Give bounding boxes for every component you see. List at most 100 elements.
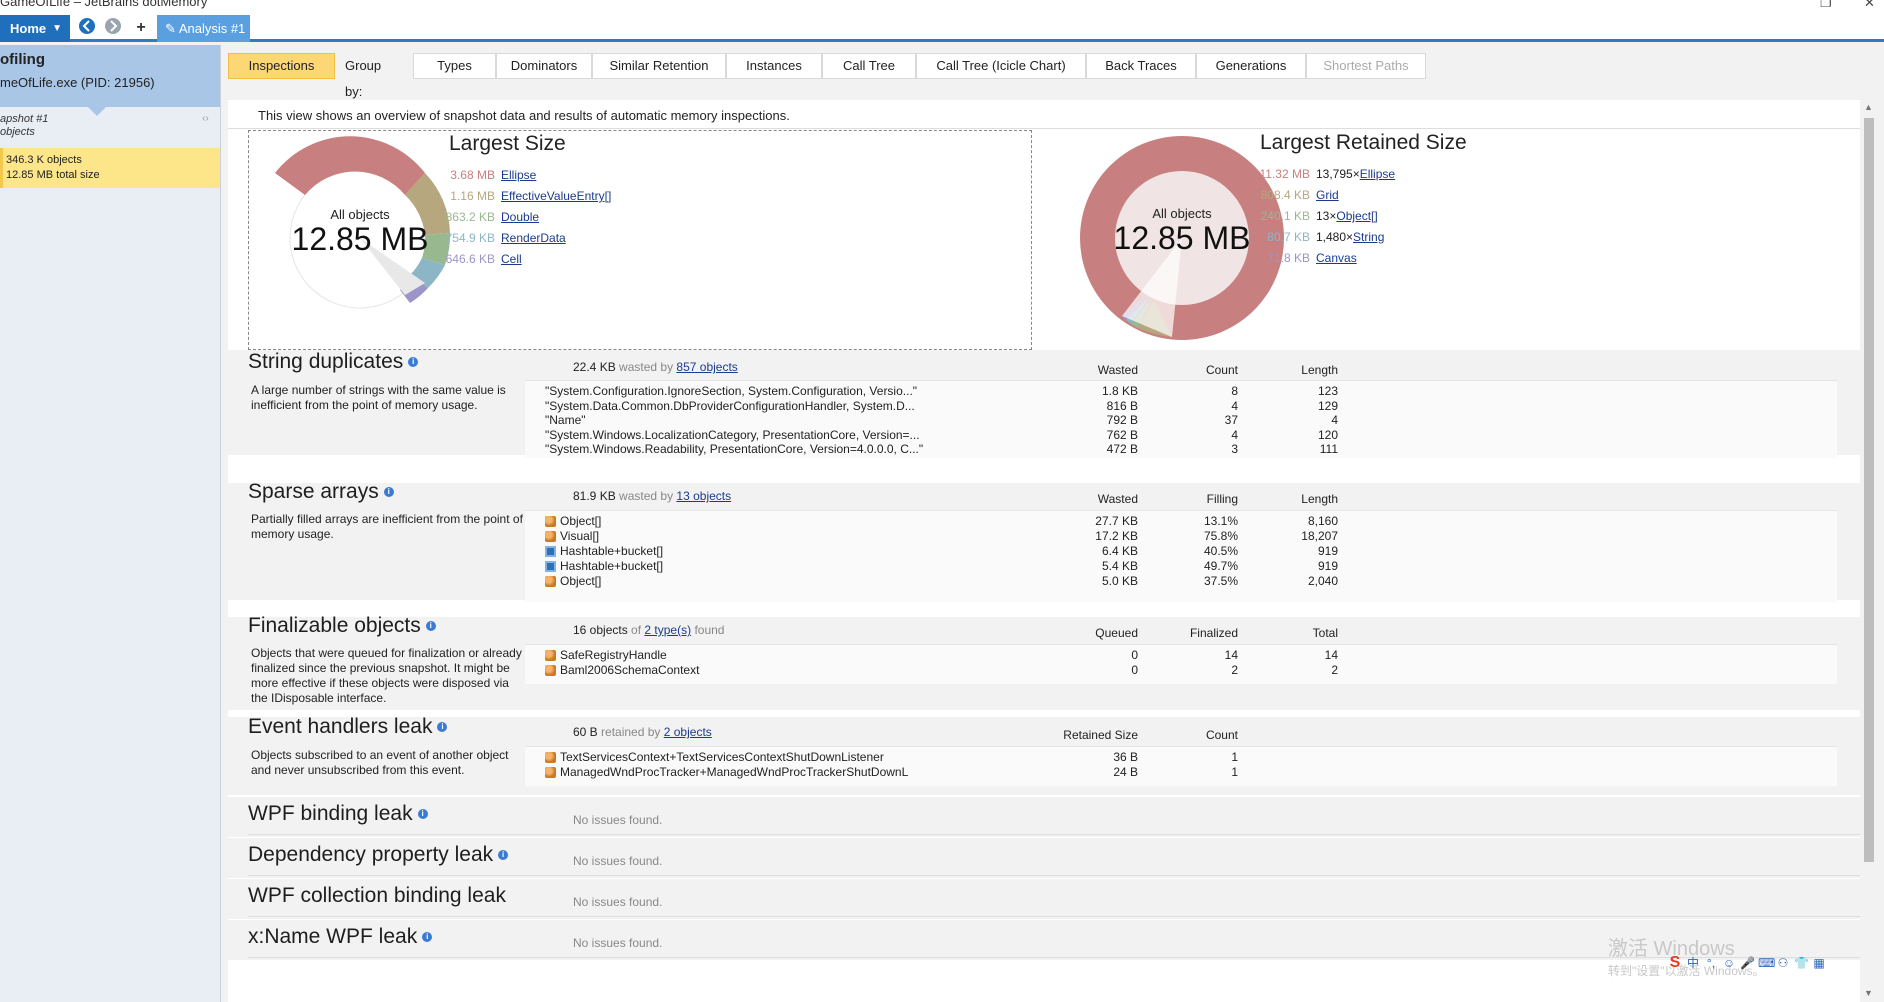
table-row[interactable]: "Name" 792 B 37 4 <box>525 412 1837 429</box>
scroll-thumb[interactable] <box>1864 118 1874 862</box>
sparse-arrays-objects-link[interactable]: 13 objects <box>676 489 732 503</box>
ime-tray: S 中 °, ☺ 🎤 ⌨ ⚇ 👕 ▦ <box>1668 954 1826 978</box>
info-icon[interactable]: i <box>425 621 436 632</box>
table-row[interactable]: "System.Configuration.IgnoreSection, Sys… <box>525 383 1837 400</box>
finalizable-description: Objects that were queued for finalizatio… <box>251 646 522 705</box>
snapshot-item[interactable]: apshot #1 objects <box>0 113 48 139</box>
string-duplicates-objects-link[interactable]: 857 objects <box>676 360 738 374</box>
punctuation-icon[interactable]: °, <box>1706 956 1716 970</box>
tab-analysis-1[interactable]: ✎ Analysis #1 <box>157 15 250 42</box>
ime-mode-icon[interactable]: 中 <box>1686 956 1699 970</box>
skin-icon[interactable]: ⚇ <box>1777 956 1789 970</box>
table-row[interactable]: TextServicesContext+TextServicesContextS… <box>525 749 1837 766</box>
event-handlers-title-text: Event handlers leak <box>248 715 433 738</box>
emoji-icon[interactable]: ☺ <box>1722 956 1736 970</box>
table-row[interactable]: Object[] 27.7 KB 13.1% 8,160 <box>525 513 1837 530</box>
row-name: Object[] <box>560 574 602 588</box>
cell-wasted: 762 B <box>1106 427 1138 442</box>
chevron-down-icon[interactable]: ▼ <box>52 23 62 34</box>
legend-type-link[interactable]: Object[] <box>1336 209 1378 223</box>
info-icon[interactable]: i <box>422 932 433 943</box>
tab-generations[interactable]: Generations <box>1196 53 1306 79</box>
legend-type-link[interactable]: Cell <box>501 252 522 266</box>
largest-retained-legend-item: 71.8 KB Canvas <box>1254 251 1357 265</box>
table-row[interactable]: ManagedWndProcTracker+ManagedWndProcTrac… <box>525 764 1837 781</box>
divider <box>228 128 1860 129</box>
shirt-icon[interactable]: 👕 <box>1794 956 1809 970</box>
keyboard-icon[interactable]: ⌨ <box>1758 956 1776 970</box>
snapshot-sub: objects <box>0 126 35 138</box>
snapshot-collapse-icon[interactable]: ‹› <box>202 113 209 124</box>
col-length: Length <box>1301 363 1338 377</box>
finalizable-types-link[interactable]: 2 type(s) <box>644 623 692 637</box>
tab-types[interactable]: Types <box>413 53 496 79</box>
wpf-binding-title: WPF binding leak i <box>248 802 428 826</box>
forward-icon[interactable] <box>102 17 124 39</box>
row-name-cell: "Name" <box>545 412 965 429</box>
largest-size-donut[interactable] <box>265 133 455 323</box>
vertical-scrollbar[interactable]: ▲ ▼ <box>1860 100 1878 1002</box>
event-handlers-objects-link[interactable]: 2 objects <box>663 725 712 739</box>
tab-call-tree[interactable]: Call Tree <box>822 53 916 79</box>
legend-type-link[interactable]: String <box>1353 230 1385 244</box>
info-icon[interactable]: i <box>437 722 448 733</box>
add-icon[interactable]: + <box>136 19 146 36</box>
summary-mid: of <box>631 623 642 637</box>
table-row[interactable]: "System.Windows.LocalizationCategory, Pr… <box>525 427 1837 444</box>
microphone-icon[interactable]: 🎤 <box>1740 956 1755 970</box>
donut-slice-ellipse[interactable] <box>275 136 425 195</box>
tab-similar-retention[interactable]: Similar Retention <box>592 53 726 79</box>
largest-retained-legend-item: 240.1 KB 13×Object[] <box>1254 209 1378 223</box>
table-row[interactable]: Visual[] 17.2 KB 75.8% 18,207 <box>525 528 1837 545</box>
back-icon[interactable] <box>76 17 98 39</box>
col-count: Count <box>1205 728 1238 742</box>
total-size-label: total size <box>56 169 100 181</box>
donut-slice-effectivevalueentry[interactable] <box>405 173 450 235</box>
row-name: Visual[] <box>560 529 600 543</box>
sogou-icon[interactable]: S <box>1669 954 1681 971</box>
legend-type-link[interactable]: RenderData <box>501 231 566 245</box>
tab-inspections[interactable]: Inspections <box>228 53 335 79</box>
info-icon[interactable]: i <box>417 809 428 820</box>
snapshot-stats[interactable]: 346.3 K objects 12.85 MB total size <box>0 148 220 188</box>
legend-size: 646.6 KB <box>445 252 495 266</box>
largest-retained-donut[interactable] <box>1076 132 1288 344</box>
legend-type-link[interactable]: Grid <box>1316 188 1339 202</box>
table-row[interactable]: Hashtable+bucket[] 6.4 KB 40.5% 919 <box>525 543 1837 560</box>
tab-instances[interactable]: Instances <box>726 53 822 79</box>
table-row[interactable]: "System.Data.Common.DbProviderConfigurat… <box>525 398 1837 415</box>
grid-icon[interactable]: ▦ <box>1813 956 1825 970</box>
table-row[interactable]: SafeRegistryHandle 0 14 14 <box>525 647 1837 664</box>
donut-slice-double[interactable] <box>422 233 451 265</box>
table-row[interactable]: Object[] 5.0 KB 37.5% 2,040 <box>525 573 1837 590</box>
tab-call-tree-icicle[interactable]: Call Tree (Icicle Chart) <box>916 53 1086 79</box>
legend-type-link[interactable]: Double <box>501 210 540 224</box>
cell-queued: 0 <box>1131 663 1138 677</box>
legend-type-link[interactable]: Canvas <box>1316 251 1357 265</box>
close-button[interactable]: ✕ <box>1864 0 1875 10</box>
table-row[interactable]: "System.Windows.Readability, Presentatio… <box>525 441 1837 458</box>
legend-type-link[interactable]: EffectiveValueEntry[] <box>501 189 612 203</box>
class-type-icon <box>545 665 556 677</box>
largest-size-legend-item: 863.2 KB Double <box>439 210 539 224</box>
wpf-collection-status: No issues found. <box>573 895 663 909</box>
tab-shortest-paths[interactable]: Shortest Paths <box>1306 53 1426 79</box>
info-icon[interactable]: i <box>383 487 394 498</box>
scroll-down-icon[interactable]: ▼ <box>1864 988 1873 998</box>
table-row[interactable]: Baml2006SchemaContext 0 2 2 <box>525 662 1837 679</box>
wpf-binding-title-text: WPF binding leak <box>248 802 413 825</box>
info-icon[interactable]: i <box>408 357 419 368</box>
legend-type-link[interactable]: Ellipse <box>1359 167 1396 181</box>
home-button[interactable]: Home ▼ <box>0 15 70 42</box>
cell-finalized: 14 <box>1224 648 1238 662</box>
restore-button[interactable]: ❐ <box>1820 0 1832 10</box>
scroll-up-icon[interactable]: ▲ <box>1864 102 1873 112</box>
legend-type-link[interactable]: Ellipse <box>501 168 537 182</box>
cell-length: 123 <box>1317 384 1338 398</box>
tab-dominators[interactable]: Dominators <box>496 53 592 79</box>
info-icon[interactable]: i <box>498 850 509 861</box>
col-filling: Filling <box>1206 492 1238 506</box>
table-row[interactable]: Hashtable+bucket[] 5.4 KB 49.7% 919 <box>525 558 1837 575</box>
cell-length: 8,160 <box>1307 514 1338 528</box>
tab-back-traces[interactable]: Back Traces <box>1086 53 1196 79</box>
